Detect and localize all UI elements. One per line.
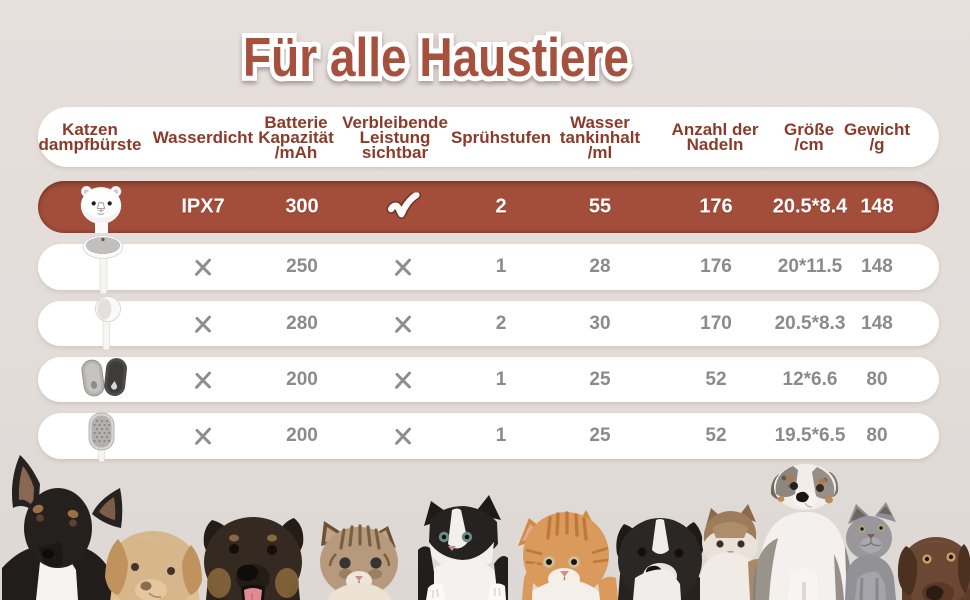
svg-text:Für alle Haustiere: Für alle Haustiere (243, 26, 629, 88)
